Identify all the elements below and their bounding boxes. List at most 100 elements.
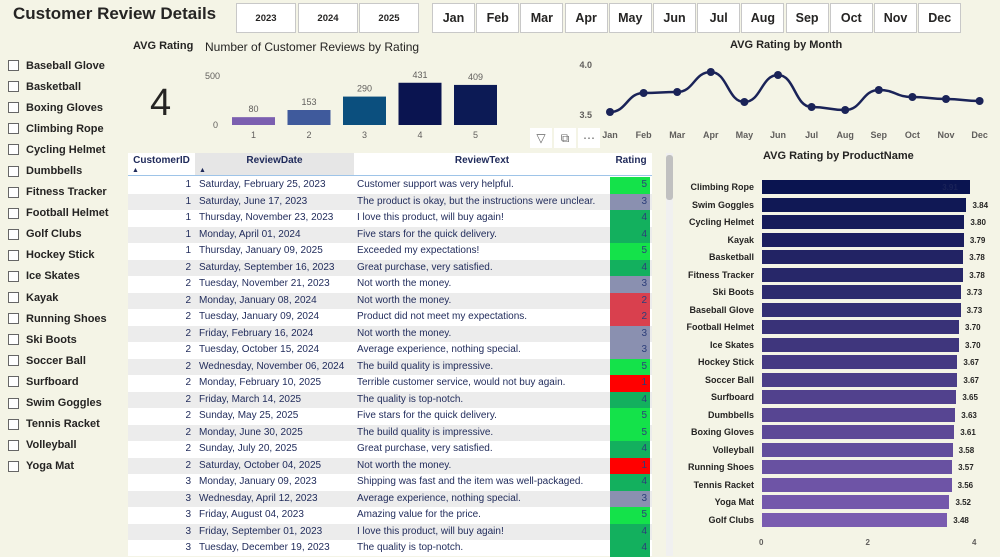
product-checkbox-item[interactable]: Hockey Stick (8, 245, 109, 266)
table-row[interactable]: 1 Saturday, June 17, 2023 The product is o… (128, 193, 652, 210)
bar-dumbbells[interactable] (762, 407, 956, 422)
product-checkbox-item[interactable]: Tennis Racket (8, 414, 109, 435)
point-mar[interactable] (673, 88, 682, 96)
bar-swim-goggles[interactable] (762, 197, 967, 212)
product-checkbox-item[interactable]: Swim Goggles (8, 393, 109, 414)
bar-ski-boots[interactable] (762, 285, 961, 299)
checkbox[interactable] (8, 102, 19, 114)
month-button-aug[interactable]: Aug (741, 3, 785, 33)
bar-climbing-rope[interactable] (762, 180, 971, 194)
column-header-customerid[interactable]: CustomerID ▲ (128, 153, 195, 176)
table-row[interactable]: 3 Friday, September 01, 2023 I love this p… (128, 523, 652, 540)
table-row[interactable]: 2 Sunday, May 25, 2025 Five stars for the … (128, 408, 652, 425)
table-row[interactable]: 1 Thursday, January 09, 2025 Exceeded my e… (128, 243, 652, 260)
month-button-nov[interactable]: Nov (874, 3, 917, 33)
month-button-apr[interactable]: Apr (564, 3, 608, 33)
checkbox[interactable] (8, 81, 19, 93)
year-button-2024[interactable]: 2024 (298, 3, 358, 33)
column-header-reviewtext[interactable]: ReviewText (354, 153, 610, 176)
bar-rating-4[interactable] (398, 82, 442, 125)
product-checkbox-item[interactable]: Ski Boots (8, 329, 109, 350)
checkbox[interactable] (8, 228, 19, 240)
bar-tennis-racket[interactable] (762, 477, 952, 492)
product-checkbox-item[interactable]: Baseball Glove (8, 55, 109, 76)
month-button-jun[interactable]: Jun (653, 3, 696, 33)
table-row[interactable]: 3 Wednesday, April 12, 2023 Average experi… (128, 490, 652, 507)
month-button-jul[interactable]: Jul (697, 3, 741, 33)
bar-fitness-tracker[interactable] (762, 267, 964, 282)
year-button-2023[interactable]: 2023 (236, 3, 296, 33)
product-checkbox-item[interactable]: Fitness Tracker (8, 182, 109, 203)
table-scrollbar-thumb[interactable] (666, 155, 673, 200)
checkbox[interactable] (8, 397, 19, 409)
month-button-feb[interactable]: Feb (476, 3, 520, 33)
checkbox[interactable] (8, 292, 19, 304)
bar-rating-2[interactable] (287, 110, 331, 125)
column-header-rating[interactable]: Rating (610, 153, 652, 176)
column-header-reviewdate[interactable]: ReviewDate ▲ (195, 153, 354, 176)
product-checkbox-item[interactable]: Climbing Rope (8, 118, 109, 139)
checkbox[interactable] (8, 249, 19, 261)
bar-hockey-stick[interactable] (762, 355, 958, 369)
bar-kayak[interactable] (762, 232, 964, 247)
point-aug[interactable] (841, 106, 850, 114)
checkbox[interactable] (8, 418, 19, 430)
month-button-dec[interactable]: Dec (918, 3, 962, 33)
table-row[interactable]: 2 Tuesday, October 15, 2024 Average experi… (128, 342, 652, 359)
point-dec[interactable] (975, 97, 984, 105)
point-may[interactable] (740, 98, 749, 106)
point-jul[interactable] (807, 103, 816, 111)
checkbox[interactable] (8, 460, 19, 472)
sort-ascending-icon[interactable]: ▲ (199, 167, 206, 174)
bar-ice-skates[interactable] (762, 337, 960, 352)
product-checkbox-item[interactable]: Ice Skates (8, 266, 109, 287)
bar-volleyball[interactable] (762, 442, 953, 457)
bar-rating-5[interactable] (454, 84, 497, 125)
table-row[interactable]: 1 Monday, April 01, 2024 Five stars for th… (128, 226, 652, 243)
month-button-mar[interactable]: Mar (520, 3, 564, 33)
product-checkbox-item[interactable]: Yoga Mat (8, 456, 109, 477)
month-button-may[interactable]: May (608, 3, 652, 33)
table-scrollbar[interactable] (666, 153, 673, 556)
bar-football-helmet[interactable] (762, 320, 960, 334)
bar-baseball-glove[interactable] (762, 302, 961, 317)
year-button-2025[interactable]: 2025 (359, 3, 419, 33)
bar-boxing-gloves[interactable] (762, 425, 955, 439)
product-checkbox-item[interactable]: Soccer Ball (8, 350, 109, 371)
checkbox[interactable] (8, 144, 19, 156)
product-checkbox-item[interactable]: Football Helmet (8, 203, 109, 224)
checkbox[interactable] (8, 355, 19, 367)
checkbox[interactable] (8, 123, 19, 135)
checkbox[interactable] (8, 313, 19, 325)
bar-cycling-helmet[interactable] (762, 215, 965, 229)
table-row[interactable]: 3 Monday, January 09, 2023 Shipping was fa… (128, 474, 652, 491)
product-checkbox-item[interactable]: Kayak (8, 287, 109, 308)
table-row[interactable]: 2 Saturday, October 04, 2025 Not worth the… (128, 457, 652, 474)
table-row[interactable]: 2 Wednesday, November 06, 2024 The build q… (128, 358, 652, 375)
table-row[interactable]: 3 Friday, August 04, 2023 Amazing value fo… (128, 507, 652, 524)
product-checkbox-item[interactable]: Cycling Helmet (8, 139, 109, 160)
table-row[interactable]: 2 Friday, March 14, 2025 The quality is to… (128, 391, 652, 408)
checkbox[interactable] (8, 186, 19, 198)
sort-ascending-icon[interactable]: ▲ (132, 167, 139, 174)
checkbox[interactable] (8, 334, 19, 346)
checkbox[interactable] (8, 376, 19, 388)
checkbox[interactable] (8, 439, 19, 451)
bar-soccer-ball[interactable] (762, 372, 958, 387)
more-options-icon[interactable]: ⋯ (578, 128, 600, 148)
focus-mode-icon[interactable]: ⧉ (554, 128, 576, 148)
point-nov[interactable] (942, 95, 950, 103)
table-row[interactable]: 1 Saturday, February 25, 2023 Customer sup… (128, 177, 652, 194)
bar-rating-1[interactable] (232, 117, 275, 125)
point-oct[interactable] (908, 93, 917, 101)
bar-basketball[interactable] (762, 250, 964, 264)
point-apr[interactable] (706, 68, 715, 76)
checkbox[interactable] (8, 165, 19, 177)
product-checkbox-item[interactable]: Golf Clubs (8, 224, 109, 245)
point-feb[interactable] (639, 89, 648, 97)
product-checkbox-item[interactable]: Volleyball (8, 435, 109, 456)
month-button-jan[interactable]: Jan (432, 3, 475, 33)
month-button-oct[interactable]: Oct (829, 3, 873, 33)
product-checkbox-item[interactable]: Running Shoes (8, 308, 109, 329)
table-row[interactable]: 2 Monday, January 08, 2024 Not worth the m… (128, 292, 652, 309)
